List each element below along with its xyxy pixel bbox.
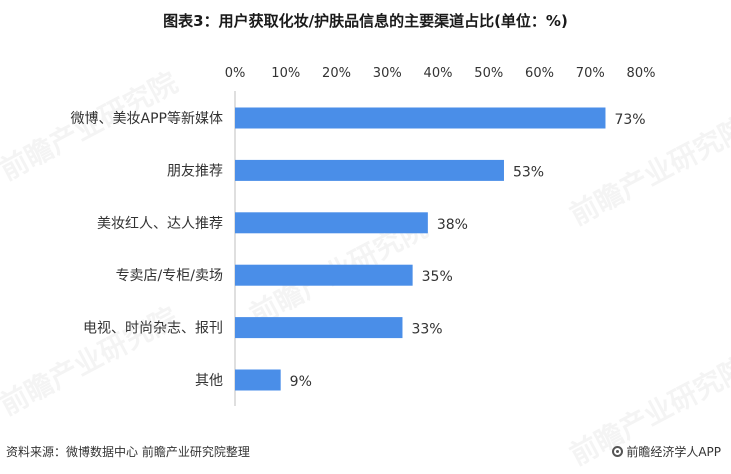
x-tick-label: 70%: [576, 66, 605, 81]
x-tick-label: 20%: [322, 66, 351, 81]
value-label: 35%: [422, 269, 453, 285]
category-label: 朋友推荐: [167, 163, 223, 179]
x-tick-label: 0%: [225, 66, 246, 81]
bar: [235, 369, 281, 391]
bar: [235, 159, 504, 181]
x-tick-label: 30%: [373, 66, 402, 81]
value-label: 73%: [614, 112, 645, 128]
value-label: 38%: [437, 217, 468, 233]
value-label: 33%: [411, 322, 442, 338]
chart-title: 图表3：用户获取化妆/护肤品信息的主要渠道占比(单位：%): [163, 12, 568, 30]
brand-logo-icon: [612, 446, 624, 457]
value-label: 9%: [290, 374, 312, 390]
x-tick-label: 60%: [525, 66, 554, 81]
x-tick-label: 40%: [424, 66, 453, 81]
category-label: 电视、时尚杂志、报刊: [83, 321, 223, 337]
x-tick-label: 80%: [627, 66, 656, 81]
brand-footer: 前瞻经济学人APP: [612, 443, 721, 460]
bar: [235, 212, 428, 234]
x-tick-label: 50%: [474, 66, 503, 81]
category-label: 美妆红人、达人推荐: [97, 216, 223, 232]
source-note: 资料来源：微博数据中心 前瞻产业研究院整理: [6, 445, 250, 459]
bar: [235, 264, 413, 286]
category-label: 其他: [195, 373, 223, 389]
category-label: 专卖店/专柜/卖场: [116, 268, 223, 284]
x-tick-label: 10%: [271, 66, 300, 81]
bar: [235, 107, 606, 129]
bar: [235, 317, 403, 339]
value-label: 53%: [513, 164, 544, 180]
brand-name: 前瞻经济学人APP: [626, 445, 721, 459]
category-label: 微博、美妆APP等新媒体: [71, 110, 223, 127]
